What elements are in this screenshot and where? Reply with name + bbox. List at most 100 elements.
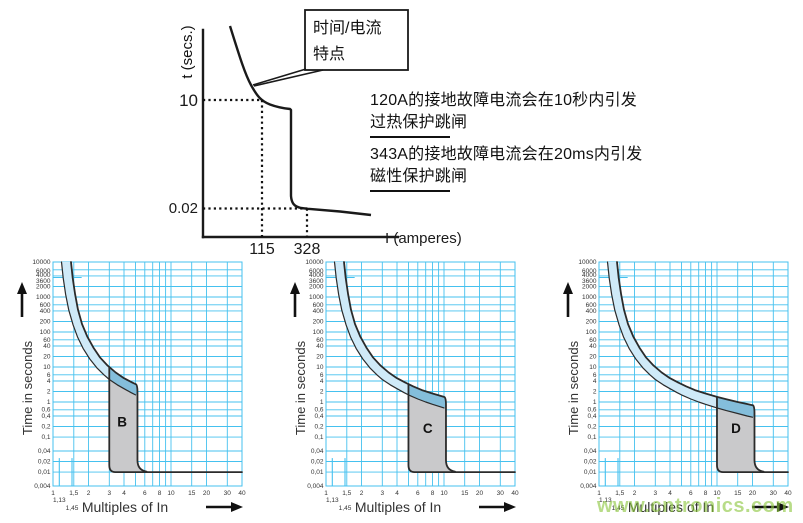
svg-text:3600: 3600 — [36, 278, 51, 285]
trip-curve-outlines — [60, 261, 243, 473]
svg-text:0,1: 0,1 — [587, 434, 596, 441]
svg-text:100: 100 — [40, 329, 51, 336]
axis-arrow-icons — [290, 282, 516, 512]
trip-curve-outlines — [333, 261, 516, 473]
trip-curve-chart-d: Time in seconds 10000 6000 4000 3600 2000 100… — [546, 255, 803, 523]
svg-text:1,5: 1,5 — [342, 490, 351, 497]
svg-text:2: 2 — [87, 490, 91, 497]
svg-text:1,13: 1,13 — [326, 497, 339, 504]
y-tick-0-02: 0.02 — [168, 200, 198, 217]
svg-text:40: 40 — [238, 490, 246, 497]
svg-text:1000: 1000 — [582, 294, 597, 301]
svg-text:1: 1 — [47, 399, 51, 406]
svg-text:4: 4 — [593, 378, 597, 385]
svg-text:3600: 3600 — [309, 278, 324, 285]
trip-curve-plot-c: 1000060004000360020001000600400200100604… — [290, 259, 519, 512]
svg-text:3: 3 — [653, 490, 657, 497]
svg-text:4000: 4000 — [36, 272, 51, 279]
x-tick-115: 115 — [249, 241, 275, 258]
svg-text:6000: 6000 — [582, 268, 597, 275]
svg-text:0,01: 0,01 — [38, 469, 51, 476]
svg-text:1,45: 1,45 — [66, 505, 79, 512]
svg-text:20: 20 — [589, 354, 597, 361]
annotation-magnetic-line2: 磁性保护跳闸 — [370, 168, 468, 185]
svg-text:0,02: 0,02 — [584, 459, 597, 466]
svg-text:0,6: 0,6 — [41, 406, 50, 413]
svg-text:6000: 6000 — [309, 268, 324, 275]
tick-labels: 1000060004000360020001000600400200100604… — [32, 259, 246, 512]
svg-text:0,4: 0,4 — [314, 413, 323, 420]
svg-text:10: 10 — [440, 490, 448, 497]
curve-letter: C — [423, 421, 433, 436]
svg-text:60: 60 — [43, 337, 51, 344]
svg-text:6: 6 — [47, 372, 51, 379]
svg-text:10: 10 — [167, 490, 175, 497]
svg-text:10: 10 — [713, 490, 721, 497]
annotation-thermal-line2: 过热保护跳闸 — [370, 114, 468, 131]
underline — [370, 136, 450, 138]
svg-text:10: 10 — [316, 364, 324, 371]
svg-text:1000: 1000 — [309, 294, 324, 301]
trip-curve-outlines — [606, 261, 789, 473]
x-axis-title: Multiples of In — [81, 499, 169, 515]
svg-text:200: 200 — [313, 319, 324, 326]
trip-curve-plot-d: 1000060004000360020001000600400200100604… — [563, 259, 792, 512]
svg-text:100: 100 — [313, 329, 324, 336]
callout-box — [304, 9, 409, 71]
svg-text:60: 60 — [316, 337, 324, 344]
svg-text:400: 400 — [313, 308, 324, 315]
svg-text:20: 20 — [316, 354, 324, 361]
svg-text:0,6: 0,6 — [314, 406, 323, 413]
svg-text:0,1: 0,1 — [314, 434, 323, 441]
svg-text:0,004: 0,004 — [580, 483, 597, 490]
axis-arrow-icons — [17, 282, 243, 512]
annotation-magnetic-line1: 343A的接地故障电流会在20ms内引发 — [370, 146, 643, 163]
svg-text:4000: 4000 — [582, 272, 597, 279]
svg-text:4: 4 — [47, 378, 51, 385]
svg-text:0,6: 0,6 — [587, 406, 596, 413]
trip-curve-chart-b: Time in seconds 10000 6000 4000 3600 2000 100… — [0, 255, 264, 523]
callout-line1: 时间/电流 — [313, 20, 382, 37]
svg-text:0,2: 0,2 — [41, 424, 50, 431]
svg-text:600: 600 — [313, 302, 324, 309]
svg-text:6000: 6000 — [36, 268, 51, 275]
svg-text:6: 6 — [320, 372, 324, 379]
svg-text:200: 200 — [586, 319, 597, 326]
y-axis-title: t (secs.) — [179, 25, 196, 79]
svg-text:0,004: 0,004 — [307, 483, 324, 490]
svg-text:8: 8 — [704, 490, 708, 497]
svg-text:1: 1 — [597, 490, 601, 497]
svg-text:1: 1 — [324, 490, 328, 497]
svg-text:1000: 1000 — [36, 294, 51, 301]
underline — [370, 190, 450, 192]
svg-text:15: 15 — [734, 490, 742, 497]
svg-text:1,13: 1,13 — [53, 497, 66, 504]
grid — [52, 261, 243, 487]
svg-text:10: 10 — [43, 364, 51, 371]
curve-letter: D — [731, 421, 741, 436]
svg-text:40: 40 — [511, 490, 519, 497]
svg-text:0,02: 0,02 — [311, 459, 324, 466]
grid — [598, 261, 789, 487]
svg-text:0,2: 0,2 — [314, 424, 323, 431]
svg-text:0,01: 0,01 — [311, 469, 324, 476]
svg-text:100: 100 — [586, 329, 597, 336]
svg-text:4: 4 — [668, 490, 672, 497]
svg-text:4000: 4000 — [309, 272, 324, 279]
svg-text:2: 2 — [633, 490, 637, 497]
x-axis-title: Multiples of In — [354, 499, 442, 515]
svg-text:40: 40 — [43, 343, 51, 350]
svg-text:40: 40 — [784, 490, 792, 497]
svg-text:30: 30 — [224, 490, 232, 497]
callout-text: 时间/电流 特点 — [313, 16, 381, 67]
svg-text:10000: 10000 — [578, 259, 596, 266]
svg-text:20: 20 — [749, 490, 757, 497]
annotation-thermal-line1: 120A的接地故障电流会在10秒内引发 — [370, 92, 637, 109]
svg-text:200: 200 — [40, 319, 51, 326]
svg-text:10: 10 — [589, 364, 597, 371]
svg-text:3: 3 — [107, 490, 111, 497]
svg-text:20: 20 — [43, 354, 51, 361]
svg-text:20: 20 — [476, 490, 484, 497]
svg-text:2000: 2000 — [309, 284, 324, 291]
